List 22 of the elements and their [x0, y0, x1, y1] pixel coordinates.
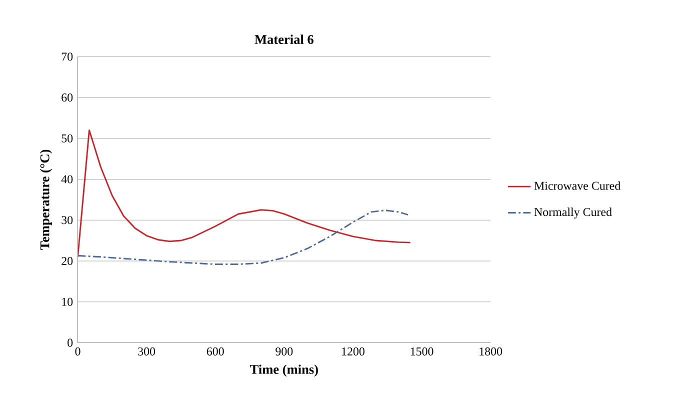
legend-label: Microwave Cured — [534, 181, 620, 190]
chart-title: Material 6 — [254, 34, 314, 44]
line-series — [78, 210, 409, 265]
x-tick-label: 900 — [276, 347, 293, 356]
y-tick-label: 60 — [62, 93, 73, 102]
y-tick-label: 10 — [62, 298, 73, 306]
y-axis-title: Temperature (°C) — [40, 150, 52, 250]
x-tick-label: 1500 — [410, 347, 434, 356]
y-tick-label: 70 — [62, 52, 73, 61]
x-tick-label: 1200 — [342, 347, 364, 356]
x-axis-title: Time (mins) — [250, 364, 318, 377]
x-tick-label: 0 — [75, 347, 80, 356]
x-tick-label: 300 — [138, 347, 156, 356]
x-tick-label: 1800 — [480, 347, 502, 356]
legend-label: Normally Cured — [534, 208, 612, 218]
y-tick-label: 50 — [62, 134, 73, 142]
y-tick-label: 40 — [61, 175, 73, 184]
y-tick-label: 30 — [62, 216, 73, 224]
y-tick-label: 0 — [68, 338, 73, 347]
y-tick-label: 20 — [62, 256, 73, 265]
line-series — [78, 129, 412, 258]
x-tick-label: 600 — [206, 347, 224, 356]
